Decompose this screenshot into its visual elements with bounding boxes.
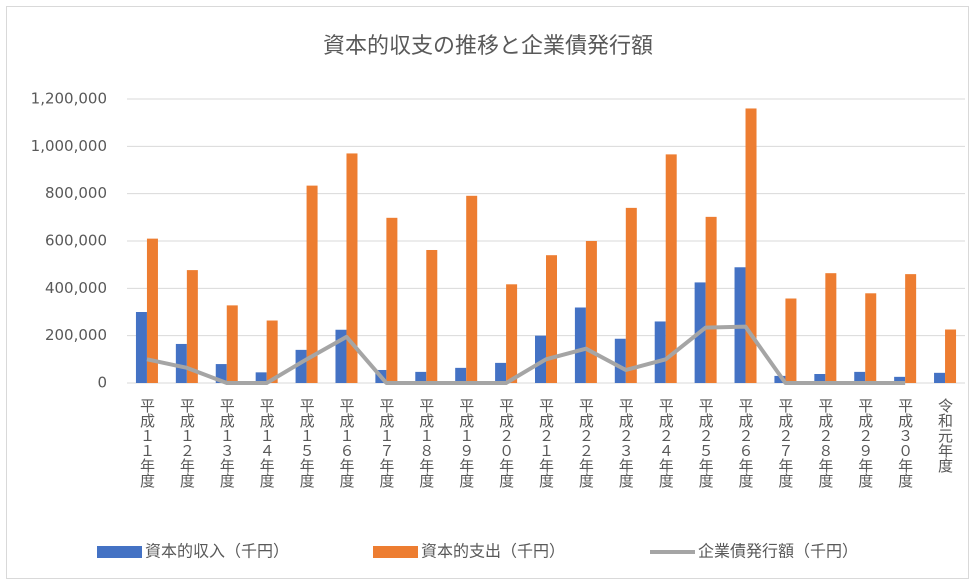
x-tick-label: 平成２７年度 — [776, 398, 794, 488]
bar — [255, 372, 267, 383]
x-tick-label: 平成２４年度 — [657, 398, 675, 488]
y-tick-label: 400,000 — [45, 279, 107, 297]
x-tick-label: 平成２８年度 — [816, 398, 834, 488]
bar — [215, 364, 227, 383]
legend-swatch — [373, 546, 418, 558]
bar — [335, 329, 347, 383]
bar — [546, 255, 557, 383]
y-tick-label: 200,000 — [45, 326, 107, 344]
bar — [175, 343, 187, 383]
bar — [146, 238, 158, 383]
bar — [455, 367, 467, 383]
x-tick-label: 平成１１年度 — [138, 398, 156, 488]
bar — [614, 338, 626, 383]
x-tick-label: 平成１３年度 — [218, 398, 236, 488]
bar — [226, 305, 238, 383]
bar — [665, 154, 677, 383]
x-tick-label: 平成１８年度 — [417, 398, 435, 488]
legend-label: 企業債発行額（千円） — [698, 542, 858, 561]
bar — [625, 207, 637, 383]
bar — [854, 371, 866, 383]
y-tick-label: 1,200,000 — [31, 90, 107, 108]
bar — [774, 375, 786, 383]
x-tick-label: 令和元年度 — [936, 398, 954, 473]
bar — [426, 249, 438, 383]
bar — [905, 274, 917, 383]
x-tick-label: 平成２０年度 — [497, 398, 515, 488]
bar — [894, 376, 906, 383]
bar — [785, 298, 797, 383]
bar — [654, 321, 666, 383]
chart-border — [6, 6, 969, 579]
x-tick-label: 平成１５年度 — [298, 398, 316, 488]
y-tick-label: 0 — [97, 374, 107, 392]
bar — [295, 349, 307, 383]
bar — [495, 362, 507, 383]
x-tick-label: 平成２６年度 — [737, 398, 755, 488]
bar — [306, 185, 318, 383]
bar — [186, 270, 198, 383]
x-tick-label: 平成２１年度 — [537, 398, 555, 488]
y-tick-label: 1,000,000 — [31, 137, 107, 155]
bar — [745, 108, 757, 383]
bar — [574, 307, 586, 383]
line — [146, 324, 906, 385]
bar — [945, 329, 957, 383]
x-tick-label: 平成２２年度 — [577, 398, 595, 488]
bar — [814, 374, 826, 383]
bar — [585, 241, 597, 383]
bar — [466, 195, 478, 383]
x-tick-label: 平成１４年度 — [258, 398, 276, 488]
bar — [415, 371, 427, 383]
y-tick-label: 800,000 — [45, 184, 107, 202]
x-tick-label: 平成１２年度 — [178, 398, 196, 488]
x-tick-label: 平成１９年度 — [457, 398, 475, 488]
x-tick-label: 平成１７年度 — [377, 398, 395, 488]
legend-swatch — [97, 546, 142, 558]
bar — [346, 153, 358, 383]
x-tick-label: 平成２３年度 — [617, 398, 635, 488]
bar — [705, 216, 717, 383]
bar — [506, 284, 518, 383]
x-tick-label: 平成２５年度 — [697, 398, 715, 488]
bar — [934, 372, 946, 383]
chart-title: 資本的収支の推移と企業債発行額 — [323, 34, 653, 59]
bar — [135, 312, 147, 383]
y-tick-label: 600,000 — [45, 232, 107, 250]
bar — [865, 293, 877, 383]
bar — [266, 320, 278, 383]
bar — [386, 217, 398, 383]
legend-label: 資本的収入（千円） — [145, 542, 289, 561]
bar — [825, 273, 837, 383]
x-tick-label: 平成２９年度 — [856, 398, 874, 488]
legend-label: 資本的支出（千円） — [421, 542, 565, 561]
x-tick-label: 平成１６年度 — [337, 398, 355, 488]
bar — [535, 335, 546, 383]
x-tick-label: 平成３０年度 — [896, 398, 914, 488]
